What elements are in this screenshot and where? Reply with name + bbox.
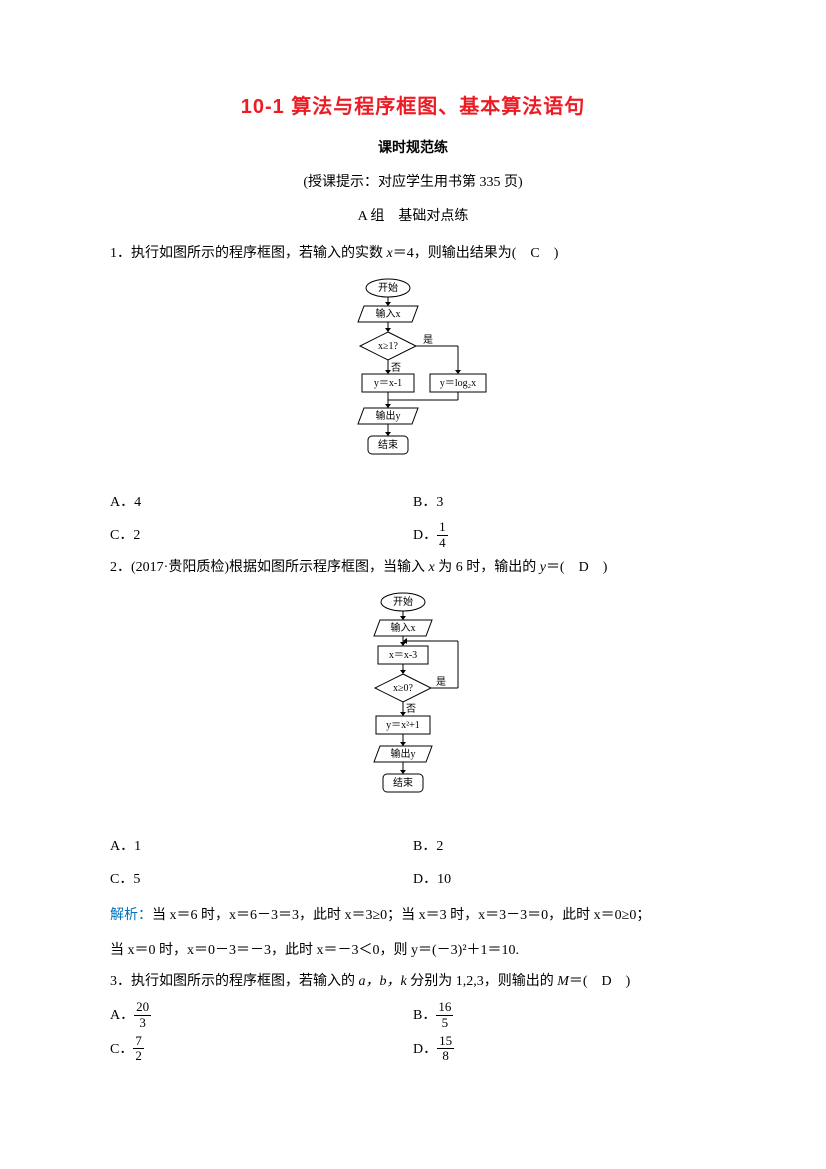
- fc2-no: 否: [406, 703, 416, 715]
- q1-opt-a: A．4: [110, 486, 413, 520]
- q1-opt-b: B．3: [413, 486, 716, 520]
- q1-text-a: 1．执行如图所示的程序框图，若输入的实数: [110, 246, 387, 261]
- q3-opt-d: D．158: [413, 1033, 716, 1067]
- q3-opt-b: B．165: [413, 999, 716, 1033]
- q2-opt-b: B．2: [413, 830, 716, 864]
- q1-stem: 1．执行如图所示的程序框图，若输入的实数 x＝4，则输出结果为( C ): [110, 239, 716, 270]
- fc2-output: 输出y: [391, 747, 416, 760]
- analysis-label: 解析：: [110, 908, 152, 923]
- fc2-end: 结束: [393, 776, 413, 789]
- q3-vars: a，b，k: [359, 974, 407, 989]
- flowchart-svg-2: 开始 输入x x＝x-3 x≥0? 是 否 y＝x²: [338, 590, 488, 820]
- q2-text-c: 为 6 时，输出的: [435, 560, 540, 575]
- q1-opt-c: C．2: [110, 519, 413, 553]
- fc2-start: 开始: [393, 595, 413, 608]
- fc2-input: 输入x: [391, 621, 416, 634]
- q2-analysis-2: 当 x＝0 时，x＝0－3＝－3，此时 x＝－3＜0，则 y＝(－3)²＋1＝1…: [110, 936, 716, 967]
- q3-opt-c: C．72: [110, 1033, 413, 1067]
- q1-flowchart: 开始 输入x x≥1? 是 否 y＝log₂x: [110, 276, 716, 476]
- q1-options: A．4 B．3 C．2 D．14: [110, 486, 716, 553]
- q3-text-c: 分别为 1,2,3，则输出的: [407, 974, 558, 989]
- fc-output: 输出y: [376, 409, 401, 422]
- q1-text-c: ＝4，则输出结果为( C ): [393, 246, 559, 261]
- q3-text-e: ＝( D ): [569, 974, 630, 989]
- q2-options: A．1 B．2 C．5 D．10: [110, 830, 716, 897]
- fc-right: y＝log₂x: [440, 378, 476, 389]
- q3-var-m: M: [557, 974, 569, 989]
- analysis-line1: 当 x＝6 时，x＝6－3＝3，此时 x＝3≥0；当 x＝3 时，x＝3－3＝0…: [152, 908, 650, 923]
- section-label: A 组 基础对点练: [110, 205, 716, 225]
- fc-yes: 是: [423, 334, 433, 346]
- q2-flowchart: 开始 输入x x＝x-3 x≥0? 是 否 y＝x²: [110, 590, 716, 820]
- q3-opt-a: A．203: [110, 999, 413, 1033]
- q1-opt-d: D．14: [413, 519, 716, 553]
- q2-opt-a: A．1: [110, 830, 413, 864]
- fc2-yes: 是: [436, 676, 446, 688]
- fc-cond: x≥1?: [378, 341, 398, 352]
- fc2-step1: x＝x-3: [389, 650, 417, 661]
- q3-text-a: 3．执行如图所示的程序框图，若输入的: [110, 974, 359, 989]
- q2-text-e: ＝( D ): [546, 560, 607, 575]
- q2-opt-d: D．10: [413, 863, 716, 897]
- fc2-step2: y＝x²+1: [386, 720, 420, 731]
- page-title: 10-1 算法与程序框图、基本算法语句: [110, 90, 716, 119]
- fc-input: 输入x: [376, 307, 401, 320]
- q3-stem: 3．执行如图所示的程序框图，若输入的 a，b，k 分别为 1,2,3，则输出的 …: [110, 967, 716, 998]
- page-subtitle: 课时规范练: [110, 137, 716, 157]
- q3-options: A．203 B．165 C．72 D．158: [110, 999, 716, 1066]
- fc-left: y＝x-1: [374, 378, 402, 389]
- fc-start: 开始: [378, 281, 398, 294]
- flowchart-svg: 开始 输入x x≥1? 是 否 y＝log₂x: [318, 276, 508, 476]
- q2-stem: 2．(2017·贵阳质检)根据如图所示程序框图，当输入 x 为 6 时，输出的 …: [110, 553, 716, 584]
- page: 10-1 算法与程序框图、基本算法语句 课时规范练 (授课提示：对应学生用书第 …: [0, 0, 826, 1107]
- q2-opt-c: C．5: [110, 863, 413, 897]
- q2-analysis: 解析：当 x＝6 时，x＝6－3＝3，此时 x＝3≥0；当 x＝3 时，x＝3－…: [110, 901, 716, 932]
- q1-d-frac: 14: [437, 520, 448, 550]
- q2-text-a: 2．(2017·贵阳质检)根据如图所示程序框图，当输入: [110, 560, 429, 575]
- fc-no: 否: [391, 362, 401, 374]
- fc2-cond: x≥0?: [393, 683, 413, 694]
- q1-d-pre: D．: [413, 528, 437, 543]
- page-note: (授课提示：对应学生用书第 335 页): [110, 171, 716, 191]
- fc-end: 结束: [378, 438, 398, 451]
